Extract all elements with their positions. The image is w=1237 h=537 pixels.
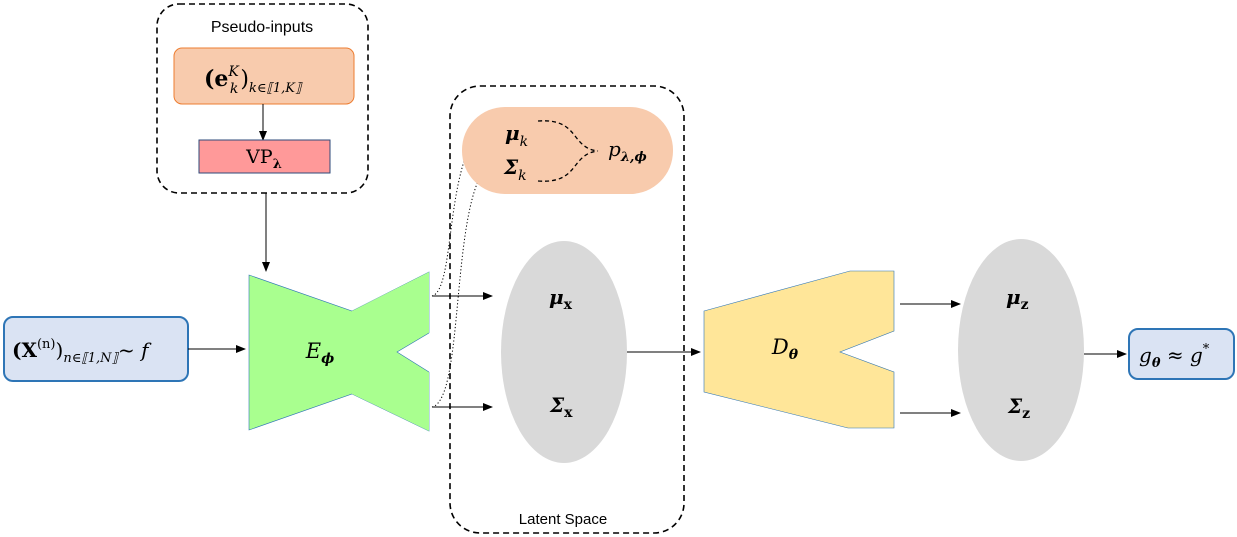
mu-x-label: μx: [549, 285, 573, 313]
decoder-notch-cut: [840, 331, 895, 372]
pseudo-input-embeddings-box: [173, 47, 355, 105]
sigma-z-label: Σz: [1007, 394, 1030, 422]
encoder-notch-edge: [396, 332, 430, 373]
prior-label: pλ,ϕ: [608, 137, 647, 165]
vp-layer-box: [198, 139, 331, 174]
encoder-notch-cut: [397, 333, 432, 372]
decoder-label: Dθ: [771, 335, 799, 363]
encoder-notch: [352, 272, 429, 431]
generative-model-box: [1128, 328, 1235, 380]
latent-space-title: Latent Space: [519, 511, 607, 528]
pseudo-inputs-group: [156, 3, 369, 194]
latent-space-group: [449, 85, 685, 534]
vp-layer-label: VPλ: [245, 146, 282, 172]
decoder-shape: [703, 270, 895, 429]
sigma-k-label: Σk: [503, 155, 527, 184]
dotted-arrow-encoder-to-mu-k: [431, 129, 481, 297]
latent-distribution-ellipse: [501, 241, 627, 463]
input-data-label: (X(n))n∈⟦1,N⟧~ f: [12, 337, 152, 366]
decoder-notch-edge: [839, 330, 895, 373]
pseudo-inputs-title: Pseudo-inputs: [211, 19, 313, 36]
mu-k-label: μk: [505, 121, 528, 150]
encoder-label: Eϕ: [305, 339, 335, 367]
sigma-x-label: Σx: [549, 393, 573, 421]
pseudo-input-embeddings-label: (eK k)k∈⟦1,K⟧: [204, 64, 303, 97]
output-distribution-ellipse: [958, 239, 1084, 461]
prior-components-box: [462, 107, 673, 194]
generative-model-label: gθ ≈ g*: [1139, 342, 1210, 371]
mu-z-label: μz: [1006, 285, 1029, 313]
